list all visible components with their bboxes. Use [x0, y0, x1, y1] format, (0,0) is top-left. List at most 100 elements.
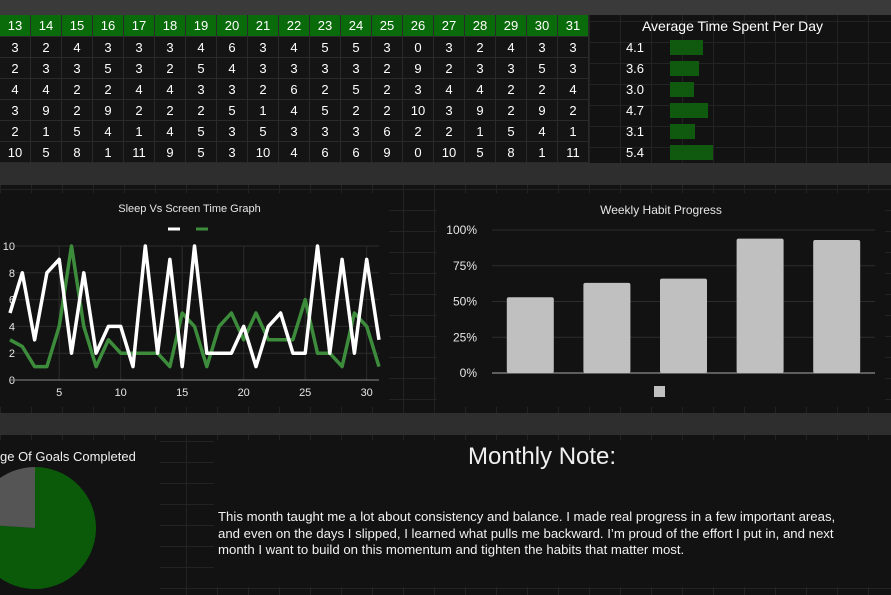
tracker-cell[interactable]: 9	[92, 99, 124, 121]
day-header-cell[interactable]: 28	[464, 15, 496, 37]
tracker-cell[interactable]: 2	[371, 57, 403, 79]
tracker-cell[interactable]: 3	[61, 57, 93, 79]
tracker-cell[interactable]: 5	[247, 120, 279, 142]
tracker-cell[interactable]: 3	[402, 78, 434, 100]
tracker-cell[interactable]: 4	[433, 78, 465, 100]
tracker-cell[interactable]: 4	[216, 57, 248, 79]
tracker-cell[interactable]: 6	[216, 36, 248, 58]
tracker-cell[interactable]: 2	[433, 57, 465, 79]
tracker-cell[interactable]: 2	[30, 36, 62, 58]
tracker-cell[interactable]: 3	[557, 57, 589, 79]
tracker-cell[interactable]: 2	[526, 78, 558, 100]
tracker-cell[interactable]: 5	[92, 57, 124, 79]
tracker-cell[interactable]: 1	[557, 120, 589, 142]
tracker-cell[interactable]: 4	[464, 78, 496, 100]
tracker-cell[interactable]: 3	[526, 36, 558, 58]
day-header-cell[interactable]: 20	[216, 15, 248, 37]
tracker-cell[interactable]: 2	[495, 78, 527, 100]
tracker-cell[interactable]: 3	[216, 120, 248, 142]
tracker-cell[interactable]: 2	[464, 36, 496, 58]
tracker-cell[interactable]: 1	[30, 120, 62, 142]
tracker-cell[interactable]: 4	[278, 99, 310, 121]
tracker-cell[interactable]: 5	[340, 78, 372, 100]
tracker-cell[interactable]: 8	[61, 141, 93, 163]
tracker-cell[interactable]: 3	[185, 78, 217, 100]
tracker-cell[interactable]: 2	[495, 99, 527, 121]
tracker-cell[interactable]: 2	[402, 120, 434, 142]
tracker-cell[interactable]: 4	[278, 36, 310, 58]
tracker-cell[interactable]: 5	[495, 120, 527, 142]
day-header-cell[interactable]: 27	[433, 15, 465, 37]
tracker-cell[interactable]: 2	[0, 57, 31, 79]
tracker-cell[interactable]: 2	[247, 78, 279, 100]
tracker-cell[interactable]: 5	[216, 99, 248, 121]
tracker-cell[interactable]: 4	[495, 36, 527, 58]
tracker-cell[interactable]: 0	[402, 141, 434, 163]
tracker-cell[interactable]: 4	[92, 120, 124, 142]
tracker-cell[interactable]: 4	[154, 78, 186, 100]
day-header-cell[interactable]: 18	[154, 15, 186, 37]
tracker-cell[interactable]: 2	[185, 99, 217, 121]
tracker-cell[interactable]: 4	[61, 36, 93, 58]
day-header-cell[interactable]: 13	[0, 15, 31, 37]
tracker-cell[interactable]: 1	[526, 141, 558, 163]
tracker-cell[interactable]: 4	[30, 78, 62, 100]
average-value[interactable]: 4.7	[625, 103, 645, 118]
tracker-cell[interactable]: 6	[278, 78, 310, 100]
tracker-cell[interactable]: 5	[309, 36, 341, 58]
tracker-cell[interactable]: 5	[464, 141, 496, 163]
tracker-cell[interactable]: 3	[92, 36, 124, 58]
tracker-cell[interactable]: 3	[464, 57, 496, 79]
tracker-cell[interactable]: 3	[433, 36, 465, 58]
tracker-cell[interactable]: 0	[402, 36, 434, 58]
tracker-cell[interactable]: 5	[61, 120, 93, 142]
tracker-cell[interactable]: 5	[185, 141, 217, 163]
tracker-cell[interactable]: 3	[30, 57, 62, 79]
tracker-cell[interactable]: 2	[123, 99, 155, 121]
tracker-cell[interactable]: 4	[557, 78, 589, 100]
tracker-cell[interactable]: 6	[309, 141, 341, 163]
tracker-cell[interactable]: 5	[526, 57, 558, 79]
tracker-cell[interactable]: 2	[0, 120, 31, 142]
tracker-cell[interactable]: 3	[278, 120, 310, 142]
average-value[interactable]: 5.4	[625, 145, 645, 160]
day-header-cell[interactable]: 25	[371, 15, 403, 37]
tracker-cell[interactable]: 2	[371, 99, 403, 121]
day-header-cell[interactable]: 26	[402, 15, 434, 37]
tracker-cell[interactable]: 3	[433, 99, 465, 121]
day-header-cell[interactable]: 21	[247, 15, 279, 37]
tracker-cell[interactable]: 4	[154, 120, 186, 142]
tracker-cell[interactable]: 6	[371, 120, 403, 142]
tracker-cell[interactable]: 3	[247, 57, 279, 79]
tracker-cell[interactable]: 6	[340, 141, 372, 163]
tracker-cell[interactable]: 3	[495, 57, 527, 79]
tracker-cell[interactable]: 2	[61, 78, 93, 100]
tracker-cell[interactable]: 2	[433, 120, 465, 142]
day-header-cell[interactable]: 29	[495, 15, 527, 37]
day-header-cell[interactable]: 17	[123, 15, 155, 37]
average-value[interactable]: 3.0	[625, 82, 645, 97]
tracker-cell[interactable]: 1	[247, 99, 279, 121]
tracker-cell[interactable]: 5	[185, 120, 217, 142]
tracker-cell[interactable]: 9	[154, 141, 186, 163]
day-header-cell[interactable]: 22	[278, 15, 310, 37]
tracker-cell[interactable]: 10	[433, 141, 465, 163]
tracker-cell[interactable]: 3	[278, 57, 310, 79]
tracker-cell[interactable]: 5	[309, 99, 341, 121]
day-header-cell[interactable]: 14	[30, 15, 62, 37]
tracker-cell[interactable]: 4	[185, 36, 217, 58]
tracker-cell[interactable]: 11	[123, 141, 155, 163]
tracker-cell[interactable]: 9	[464, 99, 496, 121]
tracker-cell[interactable]: 9	[30, 99, 62, 121]
tracker-cell[interactable]: 5	[30, 141, 62, 163]
tracker-cell[interactable]: 4	[526, 120, 558, 142]
tracker-cell[interactable]: 3	[216, 141, 248, 163]
tracker-cell[interactable]: 8	[495, 141, 527, 163]
tracker-cell[interactable]: 2	[61, 99, 93, 121]
tracker-cell[interactable]: 2	[309, 78, 341, 100]
tracker-cell[interactable]: 3	[0, 36, 31, 58]
tracker-cell[interactable]: 1	[92, 141, 124, 163]
tracker-cell[interactable]: 3	[247, 36, 279, 58]
monthly-note-text[interactable]: This month taught me a lot about consist…	[218, 509, 836, 557]
tracker-cell[interactable]: 3	[557, 36, 589, 58]
